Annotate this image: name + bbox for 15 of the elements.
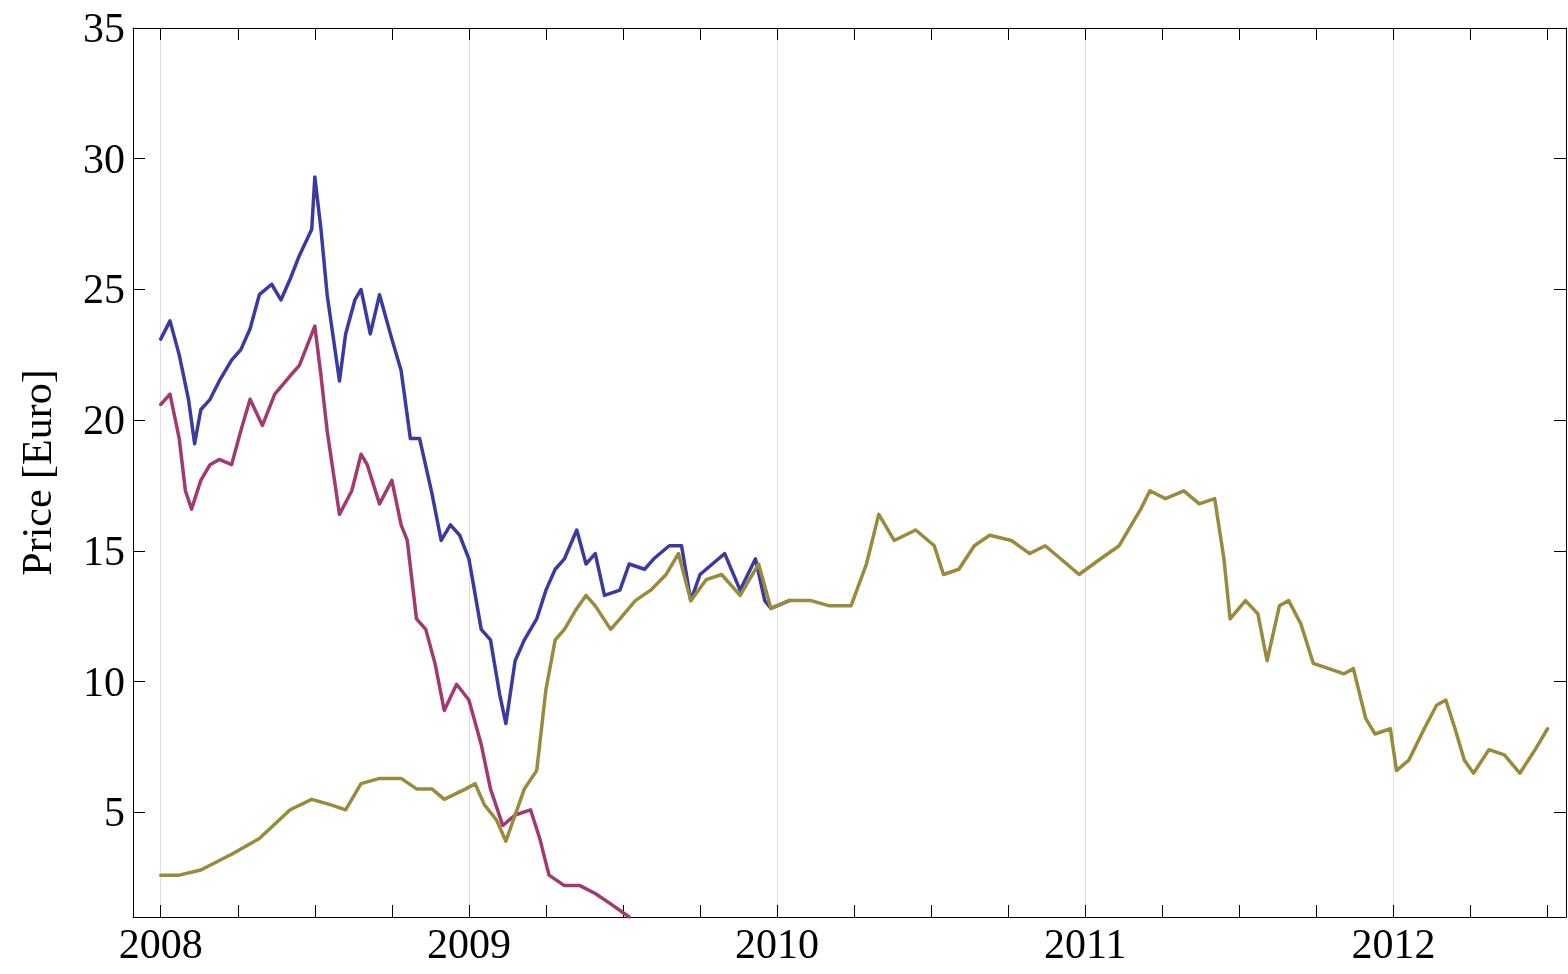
- y-tick-label: 30: [83, 135, 125, 182]
- x-tick-label: 2008: [118, 921, 203, 967]
- x-tick-label: 2011: [1044, 921, 1127, 967]
- y-tick-label: 5: [104, 789, 125, 836]
- y-tick-label: 20: [83, 397, 125, 444]
- y-tick-label: 25: [83, 266, 125, 313]
- y-tick-label: 10: [83, 658, 125, 705]
- y-tick-label: 15: [83, 527, 125, 574]
- x-tick-label: 2010: [735, 921, 820, 967]
- x-tick-label: 2012: [1351, 921, 1436, 967]
- y-axis-title: Price [Euro]: [14, 369, 60, 576]
- y-tick-label: 35: [83, 5, 125, 51]
- line-series: [158, 324, 631, 919]
- line-series: [158, 489, 1550, 877]
- x-tick-label: 2009: [426, 921, 511, 967]
